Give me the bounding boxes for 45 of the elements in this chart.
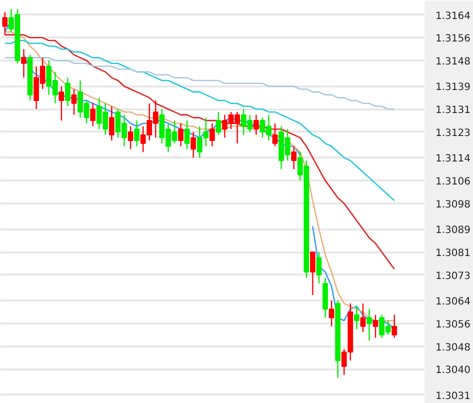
y-tick-label: 1.3064 [436, 296, 470, 308]
candlestick [372, 314, 378, 338]
candlestick [178, 122, 184, 147]
candlestick [253, 114, 259, 136]
y-tick-label: 1.3114 [436, 154, 470, 165]
y-tick-label: 1.3031 [436, 390, 470, 402]
y-tick-label: 1.3048 [436, 342, 470, 354]
candlestick [209, 122, 215, 147]
candlestick [65, 77, 70, 107]
candlestick [190, 131, 196, 158]
candlestick [291, 146, 297, 170]
candlestick [90, 102, 96, 127]
candlestick [134, 120, 140, 147]
line-series [4, 34, 395, 270]
candlestick [310, 251, 316, 296]
y-tick-label: 1.3164 [436, 10, 470, 22]
candlestick [2, 11, 8, 36]
candlestick [184, 120, 190, 150]
candlestick [354, 306, 360, 330]
candlestick [108, 106, 114, 142]
candlestick [366, 308, 372, 342]
candlestick [316, 251, 322, 284]
candlestick [58, 86, 64, 122]
line-series [4, 40, 395, 202]
y-tick-label: 1.3056 [436, 319, 470, 330]
candlestick [328, 300, 334, 327]
y-tick-label: 1.3089 [436, 225, 470, 236]
line-series [4, 57, 395, 110]
candlestick [128, 126, 134, 150]
y-tick-label: 1.3156 [436, 34, 470, 45]
y-tick-label: 1.3081 [436, 248, 470, 260]
y-tick-label: 1.3148 [436, 56, 470, 68]
y-tick-label: 1.3073 [436, 270, 470, 282]
y-tick-label: 1.3106 [436, 176, 470, 188]
y-tick-label: 1.3131 [436, 105, 470, 116]
y-tick-label: 1.3123 [436, 128, 470, 139]
candlestick [272, 122, 278, 147]
y-tick-label: 1.3139 [436, 82, 470, 94]
y-tick-label: 1.3098 [436, 199, 470, 210]
candlestick [392, 314, 398, 338]
candlestick [71, 88, 77, 116]
y-tick-label: 1.3040 [436, 365, 470, 376]
candlestick [21, 48, 26, 78]
candlestick [216, 111, 222, 136]
candlestick [360, 302, 366, 333]
